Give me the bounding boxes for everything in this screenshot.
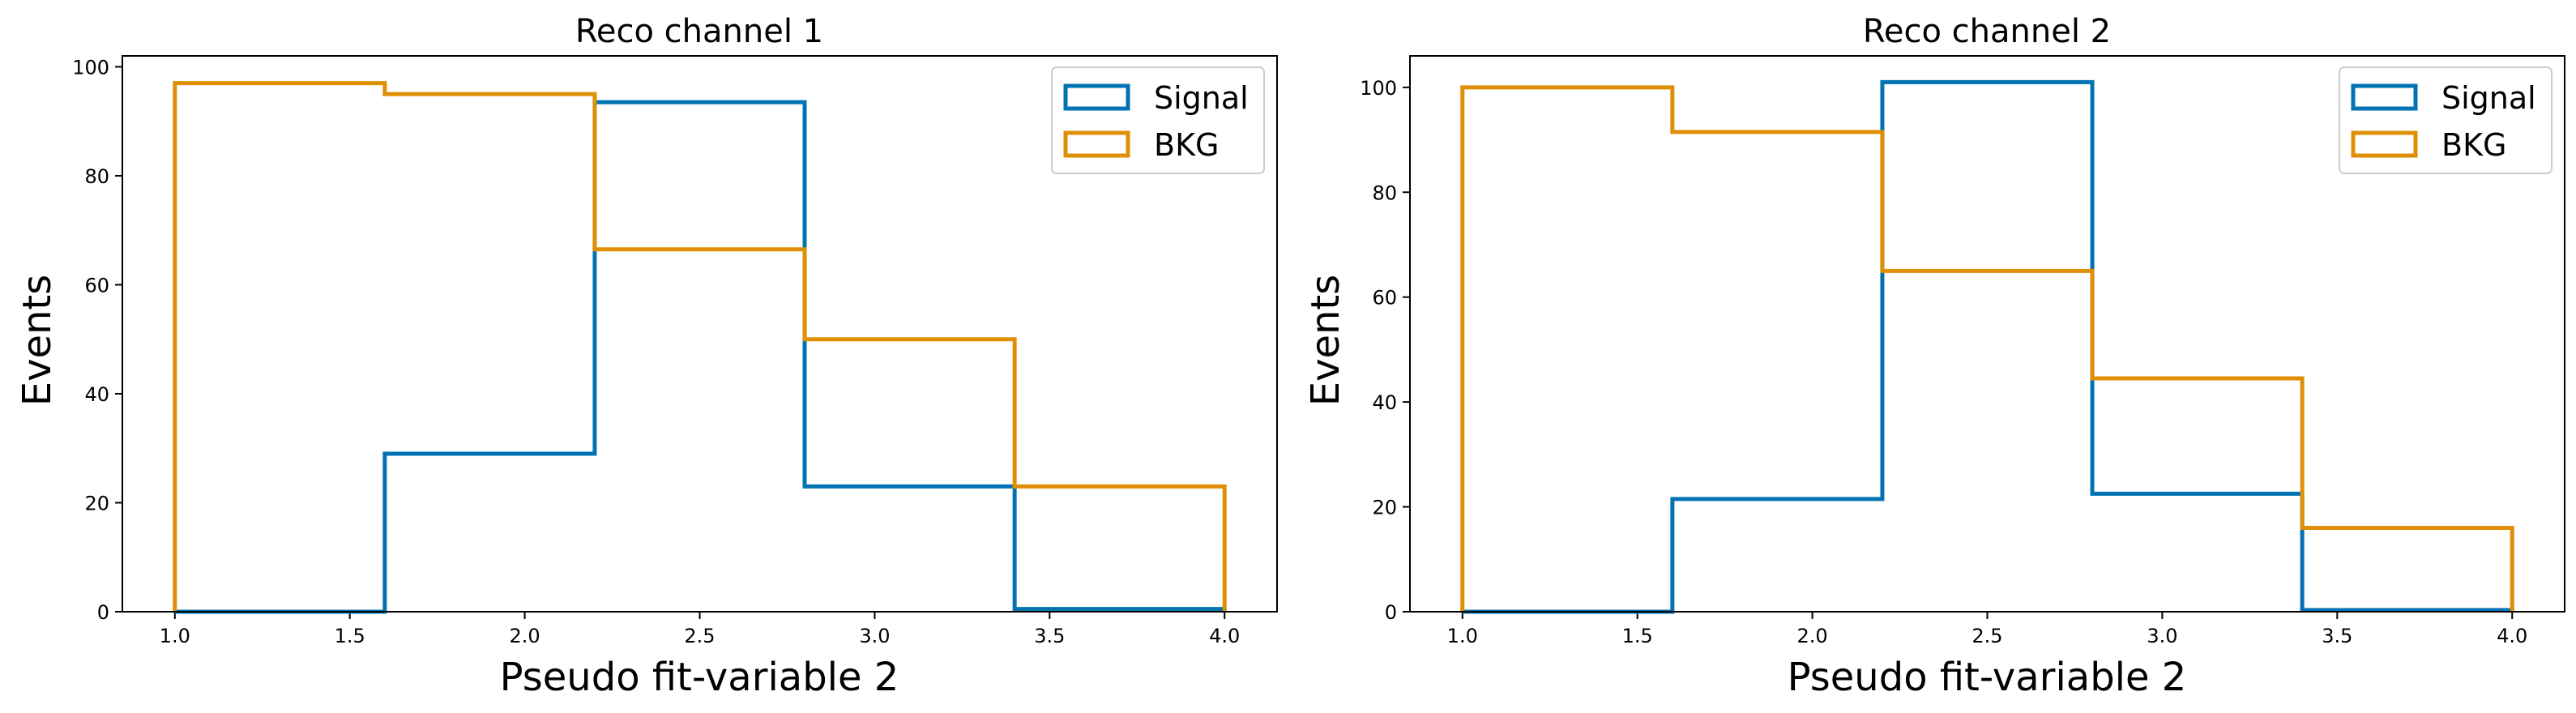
x-tick-label: 4.0	[1209, 625, 1240, 647]
tick-group: 1.0 1.5 2.0 2.5 3.0 3.5 4.0 0 20 40 60 80 100	[1360, 77, 2527, 647]
x-tick-label: 1.0	[1447, 625, 1478, 647]
y-tick-label: 0	[97, 601, 109, 624]
x-tick-label: 1.0	[160, 625, 190, 647]
y-axis-label: Events	[1303, 275, 1348, 407]
chart-panel-reco-channel-1: Reco channel 1 Events Pseudo fit-variabl…	[15, 13, 1278, 700]
series-signal-step	[174, 100, 1227, 614]
y-axis-label: Events	[15, 275, 60, 407]
legend-label-signal: Signal	[2441, 80, 2536, 116]
series-bkg-step	[173, 81, 1227, 612]
series-signal-step	[1462, 79, 2514, 614]
y-tick-label: 40	[84, 383, 109, 406]
chart-title: Reco channel 2	[1863, 13, 2111, 50]
x-tick-label: 2.0	[510, 625, 540, 647]
x-tick-label: 4.0	[2497, 625, 2527, 647]
plot-frame	[122, 55, 1278, 613]
legend-box	[2339, 66, 2553, 174]
legend-box	[1051, 66, 1265, 174]
legend-label-bkg: BKG	[1154, 127, 1219, 163]
y-tick-label: 20	[84, 492, 109, 514]
x-tick-label: 2.5	[1972, 625, 2002, 647]
x-axis-label: Pseudo fit-variable 2	[500, 655, 899, 700]
legend-swatch-bkg	[1063, 130, 1130, 158]
x-tick-label: 3.5	[2322, 625, 2352, 647]
y-tick-label: 20	[1372, 497, 1397, 519]
legend-label-bkg: BKG	[2441, 127, 2506, 163]
y-tick-label: 80	[1372, 181, 1397, 204]
legend-swatch-signal	[1063, 83, 1130, 111]
y-tick-label: 0	[1385, 601, 1397, 624]
y-tick-label: 60	[1372, 287, 1397, 310]
x-tick-label: 1.5	[335, 625, 365, 647]
series-bkg-step	[1460, 85, 2514, 612]
y-tick-label: 100	[72, 56, 109, 79]
legend-label-signal: Signal	[1154, 80, 1249, 116]
series-group	[173, 81, 1227, 614]
y-tick-label: 100	[1360, 77, 1397, 100]
x-tick-label: 3.0	[2147, 625, 2177, 647]
y-tick-label: 60	[84, 274, 109, 297]
y-tick-label: 80	[84, 165, 109, 188]
plot-frame	[1409, 55, 2565, 613]
x-tick-label: 1.5	[1622, 625, 1653, 647]
legend-swatch-bkg	[2351, 130, 2418, 158]
legend: Signal BKG	[1051, 66, 1265, 174]
legend-swatch-signal	[2351, 83, 2418, 111]
x-tick-label: 2.0	[1797, 625, 1828, 647]
y-tick-label: 40	[1372, 391, 1397, 414]
tick-group: 1.0 1.5 2.0 2.5 3.0 3.5 4.0 0 20 40 60 80 100	[72, 56, 1240, 647]
chart-panel-reco-channel-2: Reco channel 2 Events Pseudo fit-variabl…	[1303, 13, 2565, 700]
x-tick-label: 3.0	[859, 625, 890, 647]
legend: Signal BKG	[2339, 66, 2553, 174]
series-group	[1460, 79, 2514, 614]
chart-title: Reco channel 1	[575, 13, 823, 50]
x-tick-label: 3.5	[1034, 625, 1065, 647]
x-tick-label: 2.5	[684, 625, 715, 647]
x-axis-label: Pseudo fit-variable 2	[1788, 655, 2187, 700]
